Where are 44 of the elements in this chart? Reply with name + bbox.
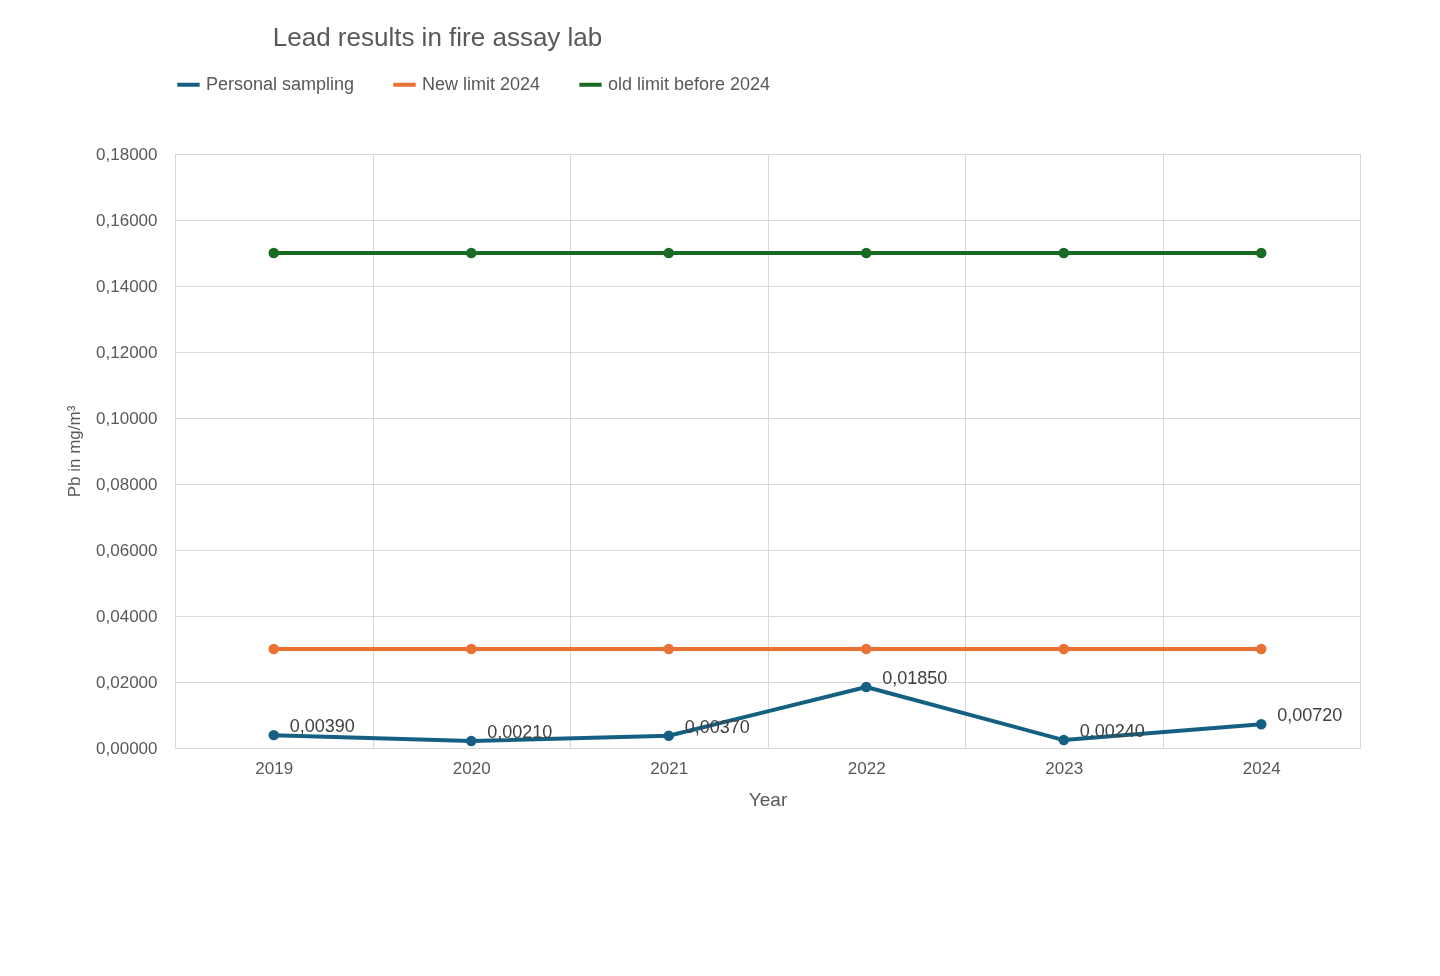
x-tick-label: 2023 <box>1045 758 1084 778</box>
point <box>1256 643 1267 655</box>
point <box>861 643 872 655</box>
point <box>1256 719 1267 730</box>
point <box>268 643 279 655</box>
point <box>466 247 477 259</box>
data-label: 0,00390 <box>289 716 355 737</box>
y-tick-label: 0,10000 <box>96 408 158 428</box>
y-axis-title: Pb in mg/m³ <box>65 405 85 498</box>
chart-title: Lead results in fire assay lab <box>272 22 603 52</box>
data-label: 0,01850 <box>882 667 948 688</box>
y-tick-label: 0,02000 <box>96 672 158 692</box>
point <box>861 681 872 693</box>
data-label: 0,00720 <box>1277 705 1343 726</box>
point <box>663 247 674 259</box>
y-tick-label: 0,12000 <box>96 342 158 362</box>
x-axis-title: Year <box>748 788 788 810</box>
point <box>861 247 872 259</box>
point <box>466 643 477 655</box>
y-tick-label: 0,16000 <box>96 210 158 230</box>
y-tick-label: 0,08000 <box>96 474 158 494</box>
point <box>663 643 674 655</box>
point <box>1058 734 1069 746</box>
legend-label: Personal sampling <box>206 73 355 94</box>
point <box>268 729 279 741</box>
x-tick-label: 2021 <box>650 758 689 778</box>
point <box>663 730 674 742</box>
y-tick-label: 0,06000 <box>96 540 158 560</box>
point <box>1256 247 1267 259</box>
y-tick-label: 0,00000 <box>96 738 158 758</box>
y-tick-label: 0,14000 <box>96 276 158 296</box>
point <box>268 247 279 259</box>
x-tick-label: 2024 <box>1242 758 1281 778</box>
point <box>1058 247 1069 259</box>
x-tick-label: 2022 <box>847 758 886 778</box>
point <box>466 735 477 747</box>
y-tick-label: 0,18000 <box>96 144 158 164</box>
legend-label: old limit before 2024 <box>608 73 771 94</box>
y-tick-label: 0,04000 <box>96 606 158 626</box>
x-tick-label: 2019 <box>255 758 294 778</box>
point <box>1058 643 1069 655</box>
legend-label: New limit 2024 <box>422 73 541 94</box>
data-label: 0,00210 <box>487 722 553 743</box>
x-tick-label: 2020 <box>452 758 491 778</box>
